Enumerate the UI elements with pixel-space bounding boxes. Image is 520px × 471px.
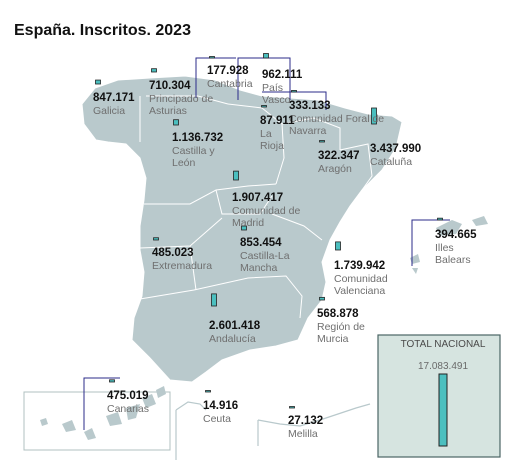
region-bar-valenciana — [335, 241, 341, 251]
total-bar — [438, 373, 448, 447]
region-bar-galicia — [95, 79, 101, 85]
total-value: 17.083.491 — [418, 361, 468, 372]
region-bar-cataluna — [371, 107, 377, 125]
region-name-asturias: Principado de Asturias — [149, 93, 213, 117]
region-bar-aragon — [319, 140, 325, 143]
region-value-madrid: 1.907.417 — [232, 192, 283, 204]
region-value-cataluna: 3.437.990 — [370, 143, 421, 155]
region-name-canarias: Canarias — [107, 403, 149, 415]
region-value-ceuta: 14.916 — [203, 400, 238, 412]
region-bar-melilla — [289, 406, 295, 409]
region-value-canarias: 475.019 — [107, 390, 149, 402]
region-name-andalucia: Andalucía — [209, 333, 256, 345]
map-title: España. Inscritos. 2023 — [14, 22, 191, 39]
region-name-madrid: Comunidad de Madrid — [232, 205, 300, 229]
region-name-ceuta: Ceuta — [203, 413, 231, 425]
region-value-valenciana: 1.739.942 — [334, 260, 385, 272]
region-bar-cantabria — [209, 56, 215, 59]
region-value-aragon: 322.347 — [318, 150, 360, 162]
total-nacional-panel: TOTAL NACIONAL 17.083.491 — [377, 334, 501, 458]
region-name-cantabria: Cantabria — [207, 78, 253, 90]
region-name-pais-vasco: País Vasco — [262, 82, 291, 106]
region-name-baleares: Illes Balears — [435, 242, 471, 266]
region-bar-pais-vasco — [263, 53, 269, 59]
region-bar-castilla-la-mancha — [241, 225, 247, 231]
region-name-cataluna: Cataluña — [370, 156, 412, 168]
north-africa-coast — [175, 401, 371, 460]
region-value-navarra: 333.133 — [289, 100, 331, 112]
region-bar-andalucia — [211, 293, 217, 307]
region-value-pais-vasco: 962.111 — [262, 69, 303, 81]
region-bar-murcia — [319, 296, 325, 301]
region-name-valenciana: Comunidad Valenciana — [334, 273, 388, 297]
balearic-islands — [410, 216, 488, 274]
region-bar-la-rioja — [261, 105, 267, 108]
region-value-andalucia: 2.601.418 — [209, 320, 261, 332]
region-value-cantabria: 177.928 — [207, 65, 249, 77]
region-markers — [95, 53, 443, 409]
region-name-melilla: Melilla — [288, 428, 318, 440]
region-name-castilla-la-mancha: Castilla-La Mancha — [240, 250, 290, 274]
region-bar-castilla-leon — [173, 119, 179, 126]
region-name-extremadura: Extremadura — [152, 260, 212, 272]
canarias-inset-frame — [23, 391, 171, 451]
region-value-castilla-leon: 1.136.732 — [172, 132, 223, 144]
region-bar-canarias — [109, 379, 115, 383]
region-bar-madrid — [233, 170, 239, 181]
region-name-galicia: Galicia — [93, 105, 125, 117]
region-name-aragon: Aragón — [318, 163, 352, 175]
region-name-navarra: Comunidad Foral de Navarra — [289, 113, 384, 137]
region-bar-extremadura — [153, 237, 159, 241]
region-value-la-rioja: 87.911 — [260, 115, 295, 127]
region-name-castilla-leon: Castilla y León — [172, 145, 215, 169]
region-value-asturias: 710.304 — [149, 80, 191, 92]
region-value-extremadura: 485.023 — [152, 247, 194, 259]
region-value-castilla-la-mancha: 853.454 — [240, 237, 282, 249]
region-borders — [133, 95, 373, 319]
leader-line-canarias — [83, 377, 120, 430]
region-bar-baleares — [437, 217, 443, 221]
canarias-inset — [23, 386, 171, 451]
region-name-murcia: Región de Murcia — [317, 321, 365, 345]
region-bar-asturias — [151, 68, 157, 73]
leader-line-navarra — [262, 91, 327, 110]
leader-line-cantabria — [195, 57, 236, 98]
region-value-galicia: 847.171 — [93, 92, 135, 104]
region-name-la-rioja: La Rioja — [260, 128, 284, 152]
region-value-melilla: 27.132 — [288, 415, 323, 427]
region-bar-ceuta — [205, 390, 211, 393]
total-label: TOTAL NACIONAL — [401, 339, 486, 350]
region-value-murcia: 568.878 — [317, 308, 359, 320]
region-bar-navarra — [291, 90, 297, 93]
region-value-baleares: 394.665 — [435, 229, 477, 241]
